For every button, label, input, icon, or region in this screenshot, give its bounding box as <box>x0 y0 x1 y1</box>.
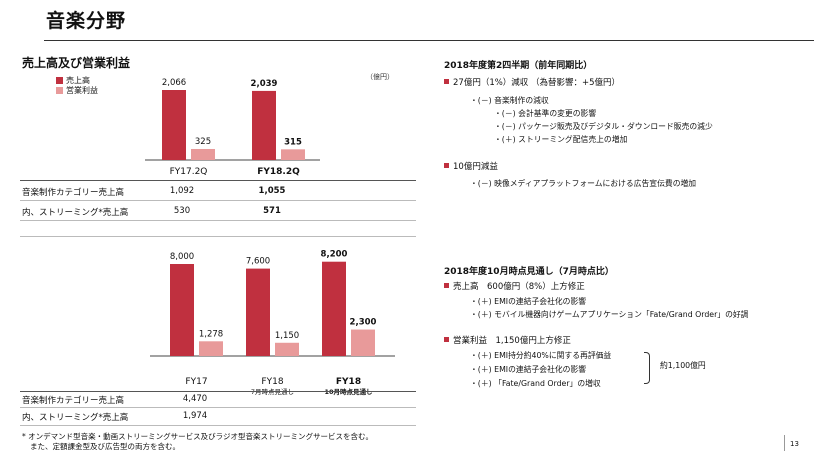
right-bottom-detail: ・(＋) EMIの連結子会社化の影響 <box>470 297 587 306</box>
bullet-icon <box>444 337 449 342</box>
bar-sales <box>246 268 270 356</box>
category-label: FY18 <box>336 377 361 387</box>
page-number-divider <box>784 435 785 451</box>
right-top-heading: 2018年度第2四半期（前年同期比） <box>444 61 593 71</box>
bar-op-income <box>191 148 215 160</box>
table1-cell: 1,092 <box>169 186 195 196</box>
bullet-text: 営業利益 1,150億円上方修正 <box>453 336 571 346</box>
page-title: 音楽分野 <box>46 10 127 32</box>
right-top-bullet-2: 10億円減益 <box>444 160 498 172</box>
bullet-text: 10億円減益 <box>453 162 498 172</box>
data-label: 2,300 <box>350 318 377 328</box>
bar-op-income <box>199 341 223 356</box>
legend-swatch-op-income <box>56 86 63 94</box>
right-bottom-detail: ・(＋) モバイル機器向けゲームアプリケーション「Fate/Grand Orde… <box>470 310 749 319</box>
data-label: 8,200 <box>321 250 348 260</box>
right-top-detail: ・(－) パッケージ販売及びデジタル・ダウンロード販売の減少 <box>494 122 713 131</box>
brace-note: 約1,100億円 <box>660 361 706 370</box>
table2-top-rule <box>20 391 416 392</box>
right-top-detail: ・(＋) ストリーミング配信売上の増加 <box>494 135 628 144</box>
data-label: 325 <box>195 137 211 147</box>
bullet-icon <box>444 79 449 84</box>
bullet-icon <box>444 283 449 288</box>
bullet-text: 売上高 600億円（8%）上方修正 <box>453 282 585 292</box>
right-top-detail: ・(－) 映像メディアプラットフォームにおける広告宣伝費の増加 <box>470 179 697 188</box>
right-bottom-bullet-2: 営業利益 1,150億円上方修正 <box>444 334 571 346</box>
legend-swatch-sales <box>56 76 63 84</box>
panel-separator <box>20 236 416 237</box>
right-bottom-detail: ・(＋) EMI持分約40%に関する再評価益 <box>470 351 612 360</box>
bar-sales <box>162 90 186 160</box>
table1-cell: 530 <box>173 206 191 216</box>
table1-cell: 1,055 <box>258 186 286 196</box>
right-bottom-detail: ・(＋) EMIの連結子会社化の影響 <box>470 365 587 374</box>
data-label: 7,600 <box>246 257 270 267</box>
category-label: FY17 <box>185 377 207 387</box>
table2-cell: 4,470 <box>182 394 208 404</box>
chart-legend: 売上高 営業利益 <box>56 75 98 95</box>
bar-sales <box>170 264 194 356</box>
legend-label-sales: 売上高 <box>66 75 90 85</box>
footnote: * オンデマンド型音楽・動画ストリーミングサービス及びラジオ型音楽ストリーミング… <box>22 432 373 452</box>
footnote-line: * オンデマンド型音楽・動画ストリーミングサービス及びラジオ型音楽ストリーミング… <box>22 432 373 441</box>
data-label: 315 <box>284 137 302 147</box>
data-label: 1,278 <box>199 329 223 339</box>
bar-op-income <box>351 329 375 356</box>
table2-row-label: 音楽制作カテゴリー売上高 <box>22 396 125 406</box>
legend-label-op-income: 営業利益 <box>66 85 98 95</box>
data-label: 8,000 <box>170 252 194 262</box>
footnote-line: また、定額課金型及び広告型の両方を含む。 <box>30 442 180 451</box>
right-bottom-bullet-1: 売上高 600億円（8%）上方修正 <box>444 280 585 292</box>
table2-cell: 1,974 <box>182 411 208 421</box>
bar-op-income <box>275 342 299 356</box>
data-label: 2,066 <box>162 78 186 88</box>
category-label: FY17.2Q <box>170 167 208 177</box>
table1-cell: 571 <box>263 206 281 216</box>
table1-bottom-rule <box>20 220 416 221</box>
table2-row-label: 内、ストリーミング*売上高 <box>22 413 129 423</box>
category-label: FY18.2Q <box>257 167 300 177</box>
bar-op-income <box>281 149 305 160</box>
legend-item-sales: 売上高 <box>56 75 98 85</box>
table1-row-label: 音楽制作カテゴリー売上高 <box>22 188 125 198</box>
right-bottom-heading: 2018年度10月時点見通し（7月時点比） <box>444 267 614 277</box>
bar-sales <box>322 261 346 356</box>
right-top-bullet-1: 27億円（1%）減収 （為替影響：+5億円） <box>444 76 620 88</box>
data-label: 1,150 <box>275 331 299 341</box>
table2-bottom-rule <box>20 425 416 426</box>
category-label: FY18 <box>261 377 283 387</box>
bullet-icon <box>444 163 449 168</box>
bullet-text: 27億円（1%）減収 （為替影響：+5億円） <box>453 78 621 88</box>
data-label: 2,039 <box>251 79 278 89</box>
table1-row-label: 内、ストリーミング*売上高 <box>22 208 129 218</box>
brace-bracket <box>644 352 650 384</box>
table2-row-rule <box>20 407 416 408</box>
right-bottom-detail: ・(＋) 「Fate/Grand Order」の増収 <box>470 379 601 388</box>
bar-sales <box>252 90 276 160</box>
legend-item-op-income: 営業利益 <box>56 85 98 95</box>
right-top-detail: ・(－) 音楽制作の減収 <box>470 96 549 105</box>
table1-row-rule <box>20 200 416 201</box>
table1-top-rule <box>20 180 416 181</box>
right-top-detail: ・(－) 会計基準の変更の影響 <box>494 109 597 118</box>
title-divider <box>44 40 814 41</box>
unit-label: （億円） <box>366 73 394 81</box>
page-number: 13 <box>790 440 799 448</box>
section-title: 売上高及び営業利益 <box>22 56 131 70</box>
